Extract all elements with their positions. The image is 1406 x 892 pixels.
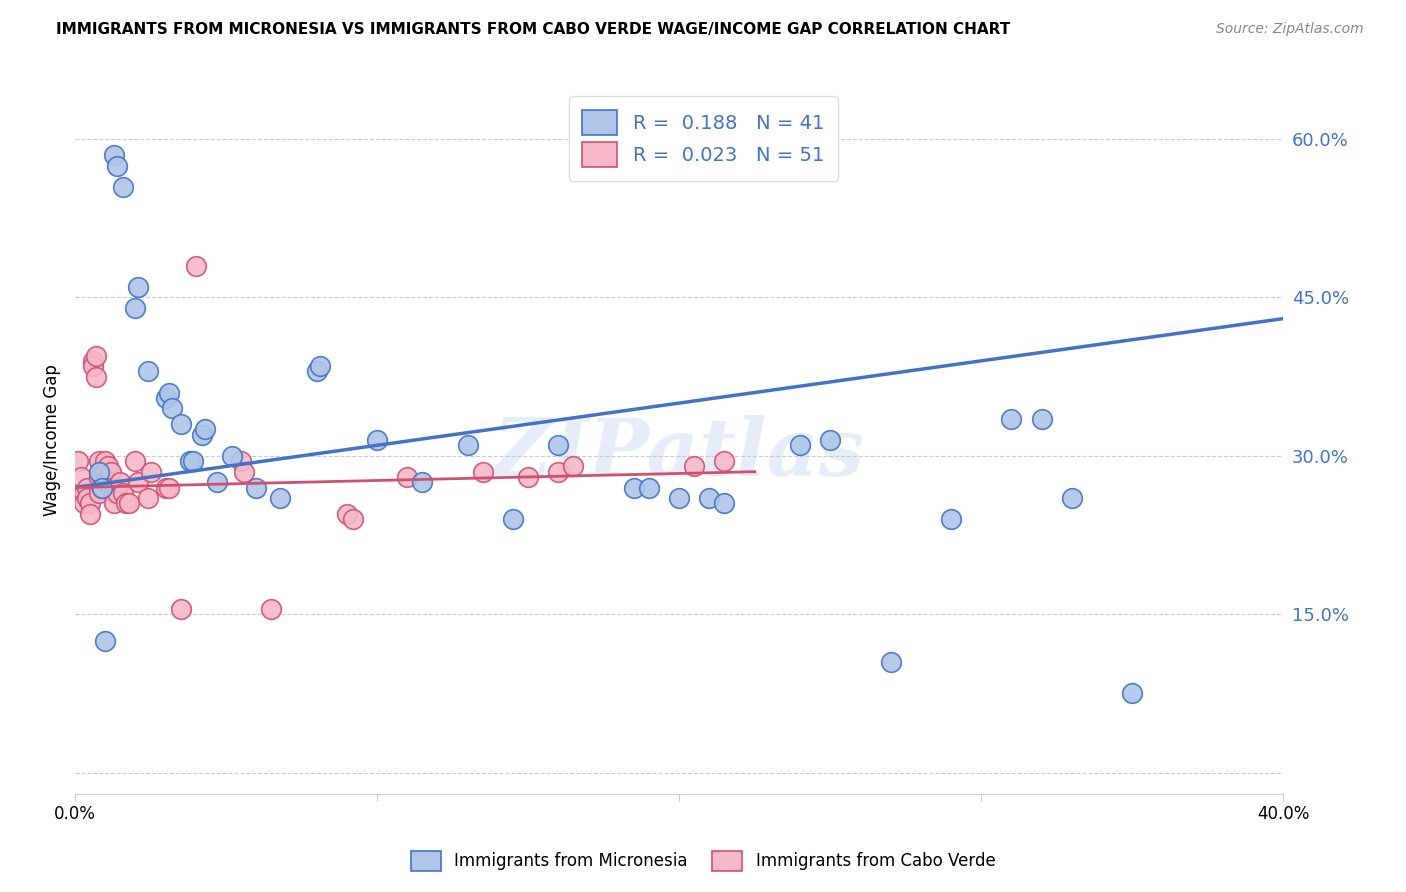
Point bbox=[76, 491, 98, 505]
Point bbox=[342, 512, 364, 526]
Point bbox=[84, 369, 107, 384]
Point bbox=[89, 465, 111, 479]
Point bbox=[136, 364, 159, 378]
Point bbox=[562, 459, 585, 474]
Point bbox=[82, 359, 104, 373]
Point bbox=[91, 470, 114, 484]
Point bbox=[73, 485, 96, 500]
Point bbox=[127, 280, 149, 294]
Point bbox=[105, 485, 128, 500]
Point bbox=[308, 359, 330, 373]
Point bbox=[127, 475, 149, 490]
Point bbox=[260, 602, 283, 616]
Point bbox=[502, 512, 524, 526]
Point bbox=[366, 433, 388, 447]
Point bbox=[100, 465, 122, 479]
Point bbox=[105, 159, 128, 173]
Point bbox=[70, 470, 93, 484]
Point bbox=[1060, 491, 1083, 505]
Point bbox=[305, 364, 328, 378]
Point bbox=[94, 475, 117, 490]
Point bbox=[699, 491, 721, 505]
Point bbox=[547, 438, 569, 452]
Point bbox=[112, 179, 135, 194]
Point bbox=[411, 475, 433, 490]
Point bbox=[91, 481, 114, 495]
Point bbox=[97, 459, 120, 474]
Point bbox=[124, 301, 146, 315]
Point bbox=[155, 481, 177, 495]
Point bbox=[79, 496, 101, 510]
Point bbox=[179, 454, 201, 468]
Point bbox=[115, 496, 138, 510]
Point bbox=[97, 475, 120, 490]
Point bbox=[1031, 412, 1053, 426]
Legend: Immigrants from Micronesia, Immigrants from Cabo Verde: Immigrants from Micronesia, Immigrants f… bbox=[402, 842, 1004, 880]
Text: IMMIGRANTS FROM MICRONESIA VS IMMIGRANTS FROM CABO VERDE WAGE/INCOME GAP CORRELA: IMMIGRANTS FROM MICRONESIA VS IMMIGRANTS… bbox=[56, 22, 1011, 37]
Point bbox=[110, 475, 132, 490]
Point bbox=[66, 454, 89, 468]
Text: ZIPatlas: ZIPatlas bbox=[494, 416, 865, 493]
Point bbox=[124, 454, 146, 468]
Point bbox=[205, 475, 228, 490]
Point bbox=[94, 454, 117, 468]
Point bbox=[221, 449, 243, 463]
Point bbox=[155, 391, 177, 405]
Point bbox=[939, 512, 962, 526]
Point bbox=[245, 481, 267, 495]
Point bbox=[157, 385, 180, 400]
Point bbox=[181, 454, 204, 468]
Point bbox=[139, 465, 162, 479]
Point bbox=[1000, 412, 1022, 426]
Point bbox=[233, 465, 256, 479]
Point bbox=[157, 481, 180, 495]
Point bbox=[668, 491, 690, 505]
Legend: R =  0.188   N = 41, R =  0.023   N = 51: R = 0.188 N = 41, R = 0.023 N = 51 bbox=[569, 96, 838, 181]
Point bbox=[396, 470, 419, 484]
Point bbox=[76, 481, 98, 495]
Point bbox=[713, 454, 735, 468]
Point bbox=[89, 470, 111, 484]
Point bbox=[547, 465, 569, 479]
Point bbox=[170, 417, 193, 432]
Point bbox=[170, 602, 193, 616]
Point bbox=[683, 459, 706, 474]
Point bbox=[103, 485, 125, 500]
Point bbox=[194, 422, 217, 436]
Point bbox=[100, 481, 122, 495]
Point bbox=[91, 481, 114, 495]
Point bbox=[118, 496, 141, 510]
Point bbox=[789, 438, 811, 452]
Point bbox=[103, 148, 125, 162]
Point bbox=[471, 465, 494, 479]
Point bbox=[713, 496, 735, 510]
Point bbox=[94, 465, 117, 479]
Point bbox=[84, 349, 107, 363]
Point bbox=[112, 485, 135, 500]
Point bbox=[136, 491, 159, 505]
Point bbox=[269, 491, 291, 505]
Point bbox=[517, 470, 540, 484]
Point bbox=[184, 259, 207, 273]
Point bbox=[1121, 686, 1143, 700]
Point bbox=[231, 454, 253, 468]
Point bbox=[94, 633, 117, 648]
Text: Source: ZipAtlas.com: Source: ZipAtlas.com bbox=[1216, 22, 1364, 37]
Point bbox=[103, 496, 125, 510]
Point bbox=[82, 354, 104, 368]
Point bbox=[623, 481, 645, 495]
Point bbox=[160, 401, 183, 416]
Point bbox=[818, 433, 841, 447]
Y-axis label: Wage/Income Gap: Wage/Income Gap bbox=[44, 364, 60, 516]
Point bbox=[89, 485, 111, 500]
Point bbox=[336, 507, 359, 521]
Point bbox=[89, 454, 111, 468]
Point bbox=[457, 438, 479, 452]
Point bbox=[191, 427, 214, 442]
Point bbox=[638, 481, 661, 495]
Point bbox=[79, 507, 101, 521]
Point bbox=[879, 655, 901, 669]
Point bbox=[73, 496, 96, 510]
